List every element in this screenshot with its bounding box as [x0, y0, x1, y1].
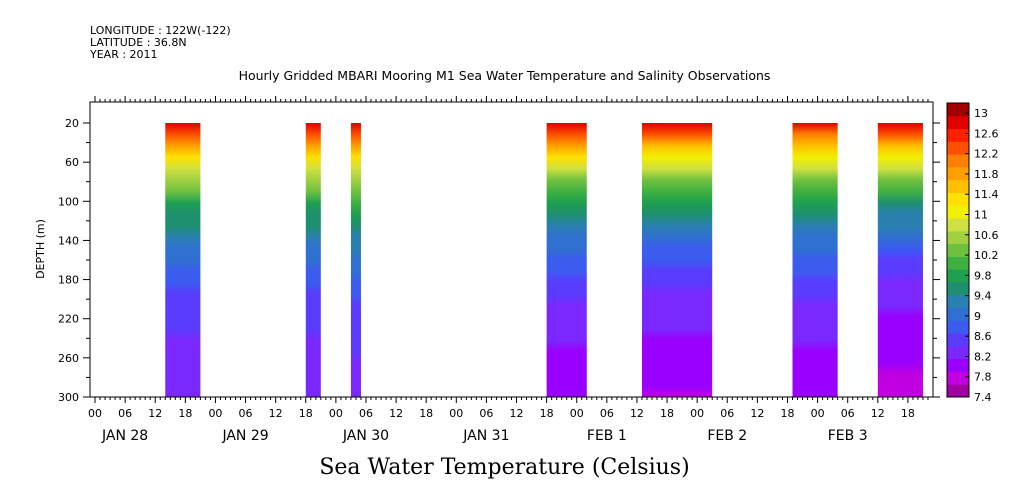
y-tick-label: 20	[65, 117, 79, 130]
colorbar-swatch	[947, 345, 969, 360]
colorbar-label: 9	[974, 310, 981, 323]
x-tick-label: 18	[660, 407, 674, 420]
y-tick-label: 180	[58, 274, 79, 287]
x-tick-label: 06	[118, 407, 132, 420]
x-tick-label: 18	[780, 407, 794, 420]
x-tick-label: 00	[690, 407, 704, 420]
colorbar-swatch	[947, 128, 969, 142]
x-tick-label: 00	[811, 407, 825, 420]
x-tick-label: 00	[208, 407, 222, 420]
y-tick-label: 140	[58, 234, 79, 247]
data-segment	[641, 123, 713, 397]
x-tick-label: 00	[570, 407, 584, 420]
colorbar-swatch	[947, 307, 969, 321]
colorbar-swatch	[947, 371, 969, 385]
colorbar-swatch	[947, 192, 969, 206]
colorbar-swatch	[947, 230, 969, 245]
colorbar-swatch	[947, 179, 969, 193]
y-tick-label: 220	[58, 313, 79, 326]
x-tick-label: 12	[750, 407, 764, 420]
colorbar-label: 12.2	[974, 148, 999, 161]
x-tick-label: 12	[871, 407, 885, 420]
data-segment	[165, 123, 201, 397]
x-axis-title: Sea Water Temperature (Celsius)	[319, 455, 690, 480]
y-tick-label: 260	[58, 352, 79, 365]
data-segment	[546, 123, 587, 397]
colorbar-swatch	[947, 281, 969, 296]
latitude-label: LATITUDE : 36.8N	[90, 36, 187, 49]
axes: 00 06 12 18 00 06 12 18 00 06 12 18 00 06 12 18 00 06 12 18…	[58, 96, 940, 444]
colorbar-swatch	[947, 103, 969, 117]
colorbar-label: 12.6	[974, 127, 999, 140]
colorbar-swatch	[947, 154, 969, 168]
x-tick-label: 06	[359, 407, 373, 420]
data-segment	[350, 123, 361, 397]
colorbar-swatch	[947, 243, 969, 257]
y-tick-label: 300	[58, 391, 79, 404]
x-tick-label: 12	[148, 407, 162, 420]
colorbar-label: 9.8	[974, 269, 992, 282]
x-day-label: JAN 30	[342, 428, 389, 444]
colorbar-label: 8.6	[974, 330, 992, 343]
x-tick-label: 06	[239, 407, 253, 420]
colorbar-label: 13	[974, 107, 988, 120]
x-tick-label: 06	[841, 407, 855, 420]
x-tick-label: 00	[88, 407, 102, 420]
x-tick-label: 18	[419, 407, 433, 420]
colorbar-swatch	[947, 320, 969, 334]
x-day-label: JAN 29	[221, 428, 268, 444]
colorbar-swatch	[947, 333, 969, 347]
data-segment	[877, 123, 923, 397]
colorbar-label: 10.6	[974, 229, 999, 242]
x-tick-label: 18	[901, 407, 915, 420]
colorbar-swatch	[947, 166, 969, 181]
colorbar-label: 10.2	[974, 249, 999, 262]
data-segment	[792, 123, 838, 397]
x-tick-label: 18	[299, 407, 313, 420]
x-tick-label: 12	[389, 407, 403, 420]
y-tick-label: 100	[58, 195, 79, 208]
colorbar: 13 12.6 12.2 11.8 11.4 11 10.6 10.2 9.8 9.4 9 8.6 8.…	[946, 102, 999, 404]
x-tick-label: 18	[178, 407, 192, 420]
year-label: YEAR : 2011	[90, 48, 158, 61]
x-tick-label: 06	[720, 407, 734, 420]
x-tick-label: 18	[540, 407, 554, 420]
colorbar-swatch	[947, 256, 969, 270]
colorbar-label: 8.2	[974, 350, 992, 363]
x-tick-label: 00	[329, 407, 343, 420]
colorbar-swatch	[947, 115, 969, 130]
colorbar-swatch	[947, 294, 969, 309]
chart-title: Hourly Gridded MBARI Mooring M1 Sea Wate…	[238, 68, 771, 83]
data-segment	[305, 123, 321, 397]
colorbar-swatch	[947, 358, 969, 372]
x-tick-label: 12	[269, 407, 283, 420]
colorbar-swatch	[947, 269, 969, 283]
x-tick-label: 06	[600, 407, 614, 420]
colorbar-label: 9.4	[974, 290, 992, 303]
y-axis-label: DEPTH (m)	[34, 219, 47, 279]
colorbar-label: 7.8	[974, 371, 992, 384]
x-tick-label: 12	[510, 407, 524, 420]
colorbar-label: 7.4	[974, 391, 992, 404]
x-day-label: JAN 28	[101, 428, 148, 444]
y-tick-label: 60	[65, 156, 79, 169]
longitude-label: LONGITUDE : 122W(-122)	[90, 24, 231, 37]
colorbar-label: 11.4	[974, 188, 999, 201]
x-day-label: JAN 31	[462, 428, 509, 444]
x-tick-label: 00	[449, 407, 463, 420]
x-tick-label: 06	[479, 407, 493, 420]
colorbar-label: 11.8	[974, 168, 999, 181]
x-tick-label: 12	[630, 407, 644, 420]
x-day-label: FEB 2	[707, 428, 747, 444]
colorbar-swatch	[947, 218, 969, 232]
x-day-label: FEB 1	[587, 428, 627, 444]
colorbar-label: 11	[974, 209, 988, 222]
colorbar-swatch	[947, 205, 969, 219]
plot-area	[165, 123, 923, 397]
colorbar-swatch	[947, 141, 969, 155]
colorbar-swatch	[947, 384, 969, 398]
x-day-label: FEB 3	[828, 428, 868, 444]
